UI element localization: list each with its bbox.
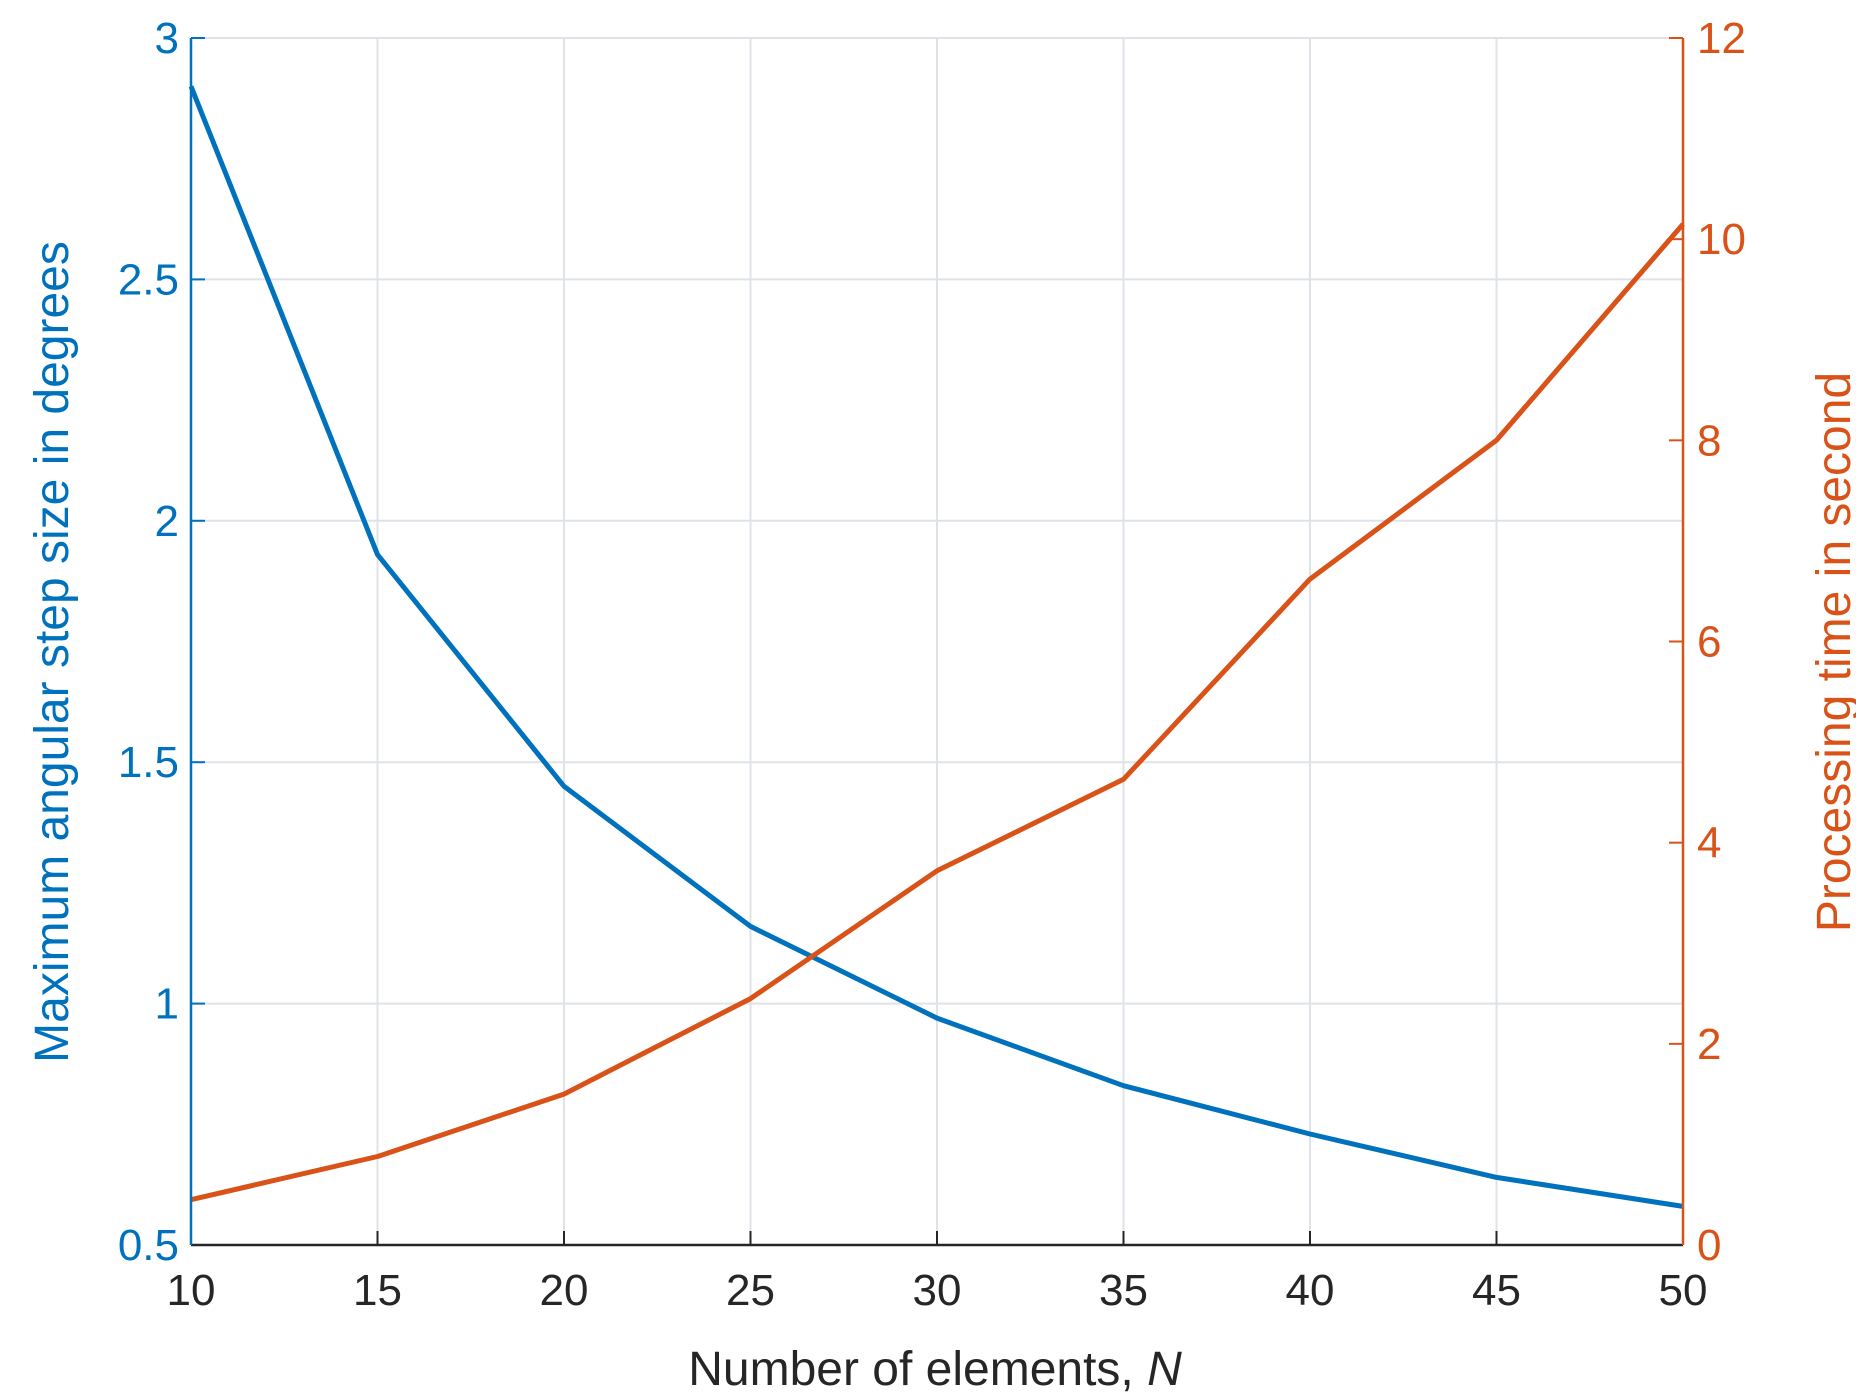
y-left-tick-label: 1: [155, 980, 179, 1029]
series-line-processing-time: [190, 222, 1685, 1203]
x-tick-label: 10: [167, 1266, 216, 1315]
x-tick-label: 40: [1286, 1266, 1335, 1315]
grid-lines: [190, 37, 1684, 1246]
y-axis-left-label: Maximum angular step size in degrees: [26, 241, 79, 1063]
y-right-tick-label: 12: [1697, 14, 1746, 63]
y-right-tick-label: 2: [1697, 1020, 1721, 1069]
y-right-tick-label: 0: [1697, 1221, 1721, 1270]
series-line-angular-step: [188, 85, 1684, 1209]
x-tick-label: 20: [540, 1266, 589, 1315]
series-lines: [188, 85, 1685, 1209]
axes: [189, 37, 1685, 1247]
x-tick-label: 50: [1659, 1266, 1708, 1315]
y-left-tick-label: 2.5: [118, 255, 179, 304]
x-tick-label: 30: [913, 1266, 962, 1315]
y-left-tick-label: 2: [155, 497, 179, 546]
y-left-tick-label: 1.5: [118, 738, 179, 787]
y-axis-right-label: Processing time in second: [1808, 372, 1856, 932]
x-axis-label: Number of elements, N: [688, 1343, 1182, 1396]
y-left-tick-label: 3: [155, 14, 179, 63]
x-tick-label: 35: [1099, 1266, 1148, 1315]
y-right-tick-label: 8: [1697, 416, 1721, 465]
y-left-tick-label: 0.5: [118, 1221, 179, 1270]
x-tick-label: 25: [726, 1266, 775, 1315]
y-right-tick-label: 4: [1697, 819, 1721, 868]
x-tick-label: 15: [353, 1266, 402, 1315]
y-right-tick-label: 10: [1697, 215, 1746, 264]
y-right-tick-label: 6: [1697, 618, 1721, 667]
x-tick-label: 45: [1472, 1266, 1521, 1315]
